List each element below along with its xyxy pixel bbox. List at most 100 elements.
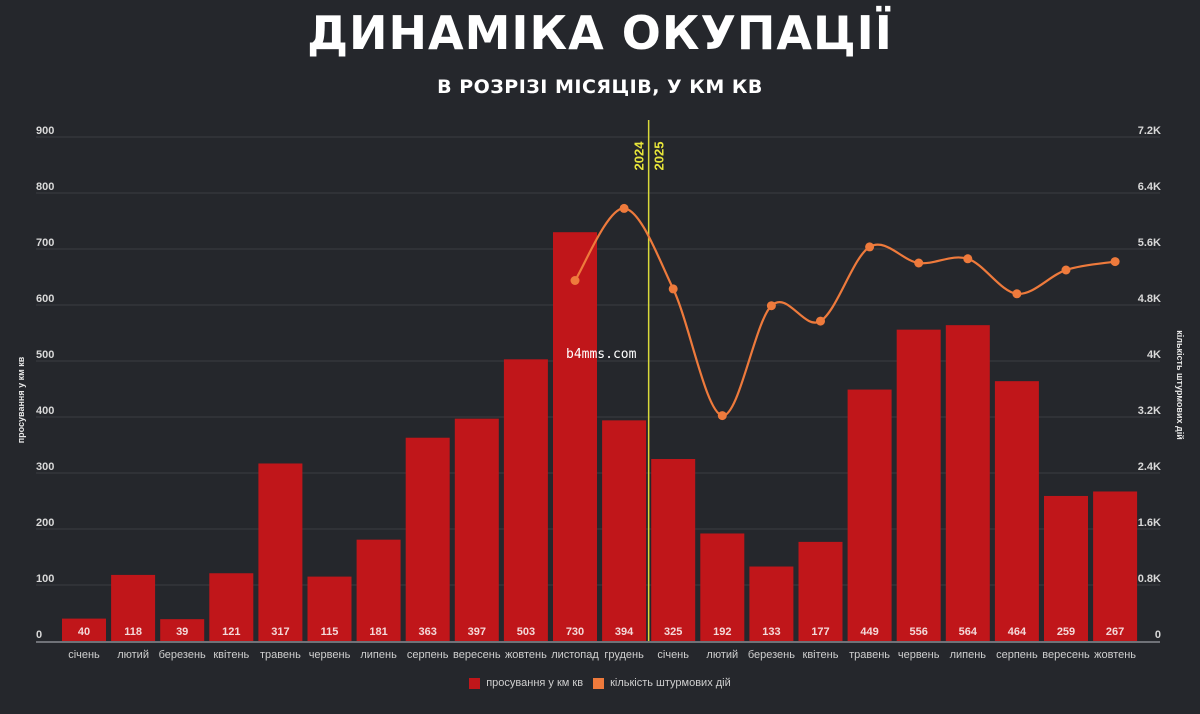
legend-label-bars: просування у км кв: [486, 677, 584, 689]
bar[interactable]: [405, 437, 450, 641]
line-point[interactable]: [1061, 265, 1071, 275]
line-point[interactable]: [816, 316, 825, 326]
legend-label-line: кількість штурмових дій: [610, 677, 731, 689]
y-tick-right: 0.8K: [1138, 573, 1161, 585]
y-tick-right: 4K: [1147, 349, 1161, 361]
y-tick-right: 1.6K: [1138, 517, 1161, 529]
bar[interactable]: [945, 325, 990, 641]
bar[interactable]: [798, 541, 843, 641]
bar-value-label: 325: [664, 626, 682, 638]
bar[interactable]: [503, 359, 548, 641]
bar[interactable]: [847, 389, 892, 641]
bar-value-label: 464: [1008, 626, 1027, 638]
y-tick-right: 6.4K: [1138, 181, 1161, 193]
x-tick-label: жовтень: [505, 649, 547, 661]
y-tick-left: 300: [36, 461, 54, 473]
bar-value-label: 177: [811, 626, 829, 638]
x-tick-label: січень: [68, 649, 100, 661]
bar[interactable]: [994, 381, 1039, 641]
x-tick-label: грудень: [604, 649, 644, 661]
bar[interactable]: [1093, 491, 1138, 641]
bar-value-label: 397: [468, 626, 486, 638]
bar[interactable]: [356, 539, 401, 641]
legend-swatch-line: [593, 677, 605, 689]
x-tick-label: липень: [950, 649, 987, 661]
line-point[interactable]: [865, 242, 875, 252]
x-tick-label: серпень: [407, 649, 449, 661]
bar[interactable]: [749, 566, 794, 641]
legend-swatch-bars: [469, 677, 481, 689]
line-point[interactable]: [619, 203, 629, 213]
x-tick-label: травень: [260, 649, 301, 661]
bar-value-label: 394: [615, 626, 634, 638]
x-tick-label: лютий: [706, 649, 738, 661]
y-tick-left: 0: [36, 629, 42, 641]
chart-subtitle: В РОЗРІЗІ МІСЯЦІВ, У КМ КВ: [437, 76, 763, 98]
x-tick-label: квітень: [803, 649, 839, 661]
bar[interactable]: [553, 232, 597, 641]
bar[interactable]: [160, 619, 205, 641]
x-tick-label: листопад: [551, 649, 599, 661]
y-tick-right: 7.2K: [1138, 125, 1161, 137]
bar[interactable]: [209, 573, 254, 641]
line-point[interactable]: [570, 276, 580, 285]
bar-value-label: 363: [419, 626, 437, 638]
bar[interactable]: [602, 420, 647, 641]
bar-value-label: 40: [78, 626, 90, 638]
x-tick-label: жовтень: [1094, 649, 1136, 661]
x-tick-label: вересень: [453, 649, 501, 661]
x-tick-label: липень: [360, 649, 397, 661]
y-tick-left: 400: [36, 405, 54, 417]
bar-value-label: 115: [321, 626, 339, 638]
bar[interactable]: [896, 329, 941, 641]
y-tick-left: 600: [36, 293, 54, 305]
bar[interactable]: [651, 459, 696, 641]
y-tick-left: 800: [36, 181, 54, 193]
y-tick-right: 2.4K: [1138, 461, 1161, 473]
line-point[interactable]: [1012, 289, 1022, 299]
x-tick-label: вересень: [1042, 649, 1090, 661]
bar[interactable]: [1044, 495, 1088, 641]
x-tick-label: травень: [849, 649, 890, 661]
bar-value-label: 564: [959, 626, 978, 638]
line-point[interactable]: [914, 258, 924, 268]
x-tick-label: лютий: [117, 649, 149, 661]
bar-value-label: 556: [910, 626, 928, 638]
legend: просування у км кв кількість штурмових д…: [0, 677, 1200, 689]
bar-value-label: 259: [1057, 626, 1075, 638]
bar-value-label: 730: [566, 626, 584, 638]
bar-value-label: 449: [860, 626, 878, 638]
y-tick-left: 700: [36, 237, 54, 249]
watermark: b4mms.com: [566, 347, 637, 362]
year-label-2024: 2024: [632, 141, 647, 171]
bar[interactable]: [454, 418, 499, 641]
line-point[interactable]: [717, 411, 727, 421]
legend-item-bars[interactable]: просування у км кв: [469, 677, 583, 689]
y-axis-title-left: просування у км кв: [16, 356, 26, 443]
year-label-2025: 2025: [652, 142, 667, 171]
x-tick-label: червень: [309, 649, 351, 661]
bar-value-label: 317: [271, 626, 289, 638]
bar-value-label: 133: [762, 626, 780, 638]
x-tick-label: серпень: [996, 649, 1038, 661]
y-tick-left: 200: [36, 517, 54, 529]
bar[interactable]: [307, 576, 352, 641]
y-axis-title-right: кількість штурмових дій: [1175, 330, 1185, 439]
bar[interactable]: [62, 618, 106, 641]
bar-value-label: 192: [713, 626, 731, 638]
y-tick-right: 4.8K: [1138, 293, 1161, 305]
line-point[interactable]: [1110, 257, 1120, 267]
bar[interactable]: [700, 533, 745, 641]
x-tick-label: березень: [748, 649, 795, 661]
line-point[interactable]: [668, 284, 678, 294]
legend-item-line[interactable]: кількість штурмових дій: [593, 677, 731, 689]
bar-value-label: 118: [124, 626, 142, 638]
bar[interactable]: [258, 463, 303, 641]
bar[interactable]: [111, 574, 156, 641]
y-tick-left: 500: [36, 349, 54, 361]
line-point[interactable]: [766, 301, 776, 311]
line-point[interactable]: [963, 254, 973, 264]
y-tick-left: 900: [36, 125, 54, 137]
chart-title: ДИНАМІКА ОКУПАЦІЇ: [307, 6, 893, 60]
